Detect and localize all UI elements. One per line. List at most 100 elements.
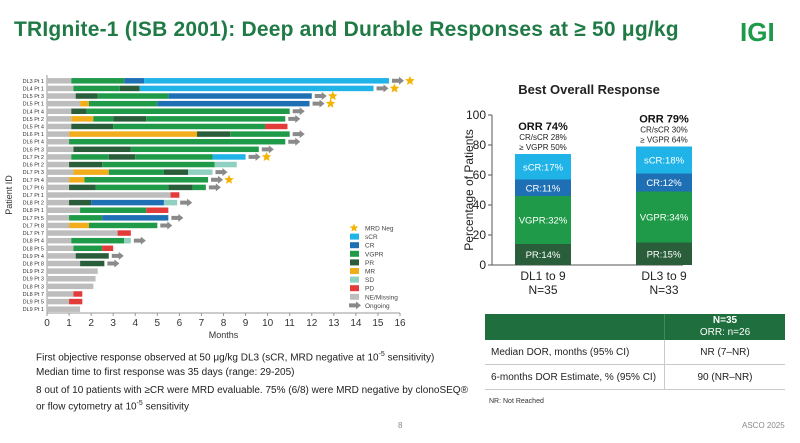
- patient-label: DL9 Pt 5: [23, 300, 44, 306]
- bar-segment-vgpr: [102, 161, 215, 168]
- x-tick-label: 11: [284, 318, 295, 329]
- patient-label: DL9 Pt 4: [23, 254, 44, 260]
- patient-label: DL8 Pt 7: [23, 292, 44, 298]
- legend-star-icon: [349, 223, 359, 232]
- bar-segment-ne: [47, 78, 72, 84]
- patient-label: DL7 Pt 3: [23, 170, 44, 176]
- dor-row-value: 90 (NR–NR): [664, 364, 785, 390]
- bar-segment-sd: [188, 169, 213, 175]
- bar-segment-cr: [157, 100, 310, 107]
- y-tick-label: 80: [473, 138, 487, 152]
- response-y-axis-label: Percentage of Patients: [462, 129, 476, 250]
- bar-segment-vgpr: [84, 177, 209, 183]
- ongoing-arrow-icon: [288, 137, 301, 146]
- bar-segment-ne: [47, 93, 76, 99]
- bar-segment-sd: [124, 237, 131, 244]
- ongoing-arrow-icon: [248, 152, 261, 161]
- bar-segment-vgpr: [113, 123, 266, 130]
- bar-segment-ne: [47, 298, 70, 305]
- bar-data-label: VGPR:34%: [640, 213, 689, 224]
- patient-label: DL6 Pt 2: [23, 163, 44, 169]
- logo-text: IGI: [740, 17, 775, 47]
- ongoing-arrow-icon: [160, 221, 173, 230]
- bar-segment-pr: [69, 184, 96, 191]
- bar-segment-pr: [75, 93, 98, 99]
- bar-segment-ne: [47, 291, 74, 297]
- ongoing-arrow-icon: [133, 236, 146, 245]
- patient-label: DL5 Pt 2: [23, 117, 44, 123]
- bar-segment-ne: [47, 161, 70, 168]
- bar-cr: [515, 179, 571, 196]
- bar-segment-vgpr: [95, 184, 169, 191]
- dor-header-orr: ORR: n=26: [699, 327, 751, 338]
- legend-swatch: [350, 242, 359, 249]
- bar-segment-vgpr: [130, 146, 259, 153]
- bar-segment-pd: [102, 245, 114, 252]
- page-number: 8: [398, 421, 403, 430]
- patient-label: DL8 Pt 3: [23, 284, 44, 290]
- patient-label: DL6 Pt 4: [23, 140, 44, 146]
- vgpr-label: ≥ VGPR 50%: [519, 143, 567, 152]
- bar-scr: [636, 146, 692, 174]
- y-axis-label: Patient ID: [4, 175, 14, 215]
- bar-segment-pr: [113, 116, 147, 122]
- bar-segment-pr: [69, 161, 103, 168]
- dor-row-value: NR (7–NR): [664, 340, 785, 365]
- bar-segment-vgpr: [230, 131, 290, 137]
- bar-segment-vgpr: [88, 100, 158, 107]
- table-row: Median DOR, months (95% CI) NR (7–NR): [485, 340, 785, 365]
- patient-label: DL7 Pt 7: [23, 231, 44, 237]
- bar-segment-ne: [47, 146, 74, 153]
- bar-segment-pr: [197, 131, 231, 137]
- patient-label: DL7 Pt 6: [23, 185, 44, 191]
- bar-segment-ne: [47, 253, 76, 259]
- patient-label: DL9 Pt 2: [23, 269, 44, 275]
- bar-segment-vgpr: [80, 207, 147, 213]
- category-label: DL3 to 9: [641, 269, 687, 283]
- legend-label: SD: [365, 277, 374, 284]
- ongoing-arrow-icon: [288, 114, 301, 123]
- dor-table-header: N=35 ORR: n=26: [485, 314, 785, 340]
- bar-segment-vgpr: [71, 78, 125, 84]
- bar-segment-ne: [47, 215, 70, 221]
- orr-label: ORR 79%: [639, 114, 689, 126]
- patient-label: DL8 Pt 4: [23, 239, 44, 245]
- bar-segment-scr: [144, 78, 389, 84]
- patient-label: DL8 Pt 1: [23, 208, 44, 214]
- bar-scr: [515, 154, 571, 180]
- ongoing-arrow-icon: [107, 259, 120, 268]
- response-chart-title: Best Overall Response: [518, 82, 660, 97]
- x-tick-label: 9: [243, 318, 249, 329]
- patient-label: DL5 Pt 1: [23, 102, 44, 108]
- bar-segment-pr: [73, 146, 131, 153]
- legend-label: MR: [365, 269, 375, 276]
- patient-label: DL7 Pt 5: [23, 216, 44, 222]
- patient-label: DL5 Pt 4: [23, 124, 44, 130]
- x-tick-label: 10: [262, 318, 274, 329]
- patient-label: DL4 Pt 4: [23, 109, 44, 115]
- ongoing-arrow-icon: [292, 107, 305, 116]
- table-footnote: NR: Not Reached: [489, 398, 544, 405]
- legend-arrow-icon: [349, 301, 361, 310]
- vgpr-label: ≥ VGPR 64%: [640, 136, 688, 145]
- bar-segment-ne: [47, 131, 70, 137]
- bar-segment-mr: [71, 116, 94, 122]
- bar-segment-ne: [47, 260, 81, 267]
- bar-segment-cr: [91, 199, 164, 206]
- ongoing-arrow-icon: [314, 92, 327, 101]
- x-tick-label: 4: [132, 318, 138, 329]
- mrd-neg-star-icon: [328, 91, 338, 101]
- bar-segment-ne: [47, 85, 74, 92]
- x-tick-label: 16: [394, 318, 406, 329]
- legend-label: PR: [365, 260, 374, 267]
- patient-label: DL8 Pt 5: [23, 246, 44, 252]
- legend-swatch: [350, 293, 359, 300]
- ongoing-arrow-icon: [215, 168, 228, 177]
- bar-segment-pd: [69, 298, 83, 305]
- bar-segment-mr: [80, 100, 89, 107]
- cr-scr-label: CR/sCR 28%: [519, 133, 567, 142]
- x-tick-label: 15: [372, 318, 384, 329]
- category-n-label: N=35: [528, 283, 557, 297]
- ongoing-arrow-icon: [261, 145, 274, 154]
- bar-segment-vgpr: [71, 154, 109, 160]
